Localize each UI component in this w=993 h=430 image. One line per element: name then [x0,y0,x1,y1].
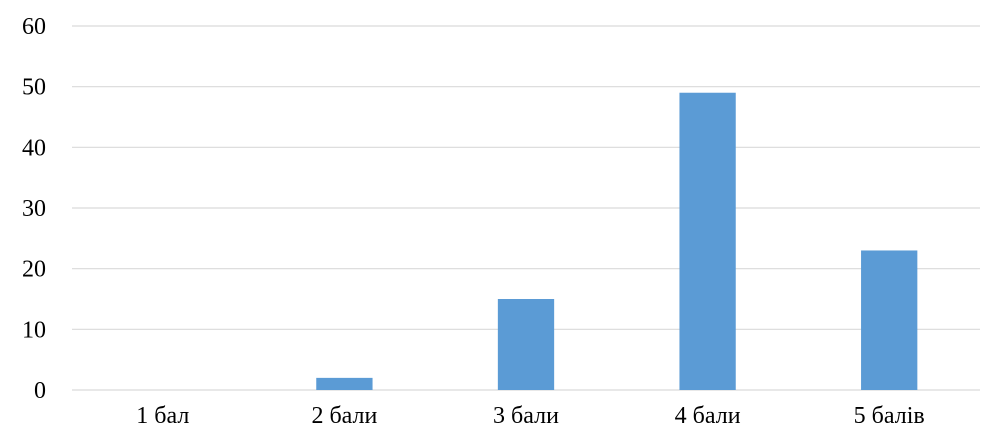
bar-3 [497,299,555,390]
x-tick-label: 5 балів [854,403,925,429]
x-tick-label: 1 бал [136,403,189,429]
bar-5 [861,250,918,390]
bar-2 [316,377,373,390]
x-axis-ticks: 1 бал 2 бали 3 бали 4 бали 5 балів [136,403,924,429]
y-axis-ticks: 0 10 20 30 40 50 60 [22,14,46,404]
y-tick-label: 20 [22,257,46,283]
y-tick-label: 10 [22,317,46,343]
y-tick-label: 30 [22,196,46,222]
x-tick-label: 2 бали [311,403,377,429]
bars [316,92,918,390]
y-tick-label: 60 [22,14,46,40]
gridlines [72,25,980,391]
x-tick-label: 3 бали [493,403,559,429]
x-tick-label: 4 бали [675,403,741,429]
y-tick-label: 40 [22,135,46,161]
y-tick-label: 0 [34,378,46,404]
bar-4 [679,92,736,390]
y-tick-label: 50 [22,75,46,101]
